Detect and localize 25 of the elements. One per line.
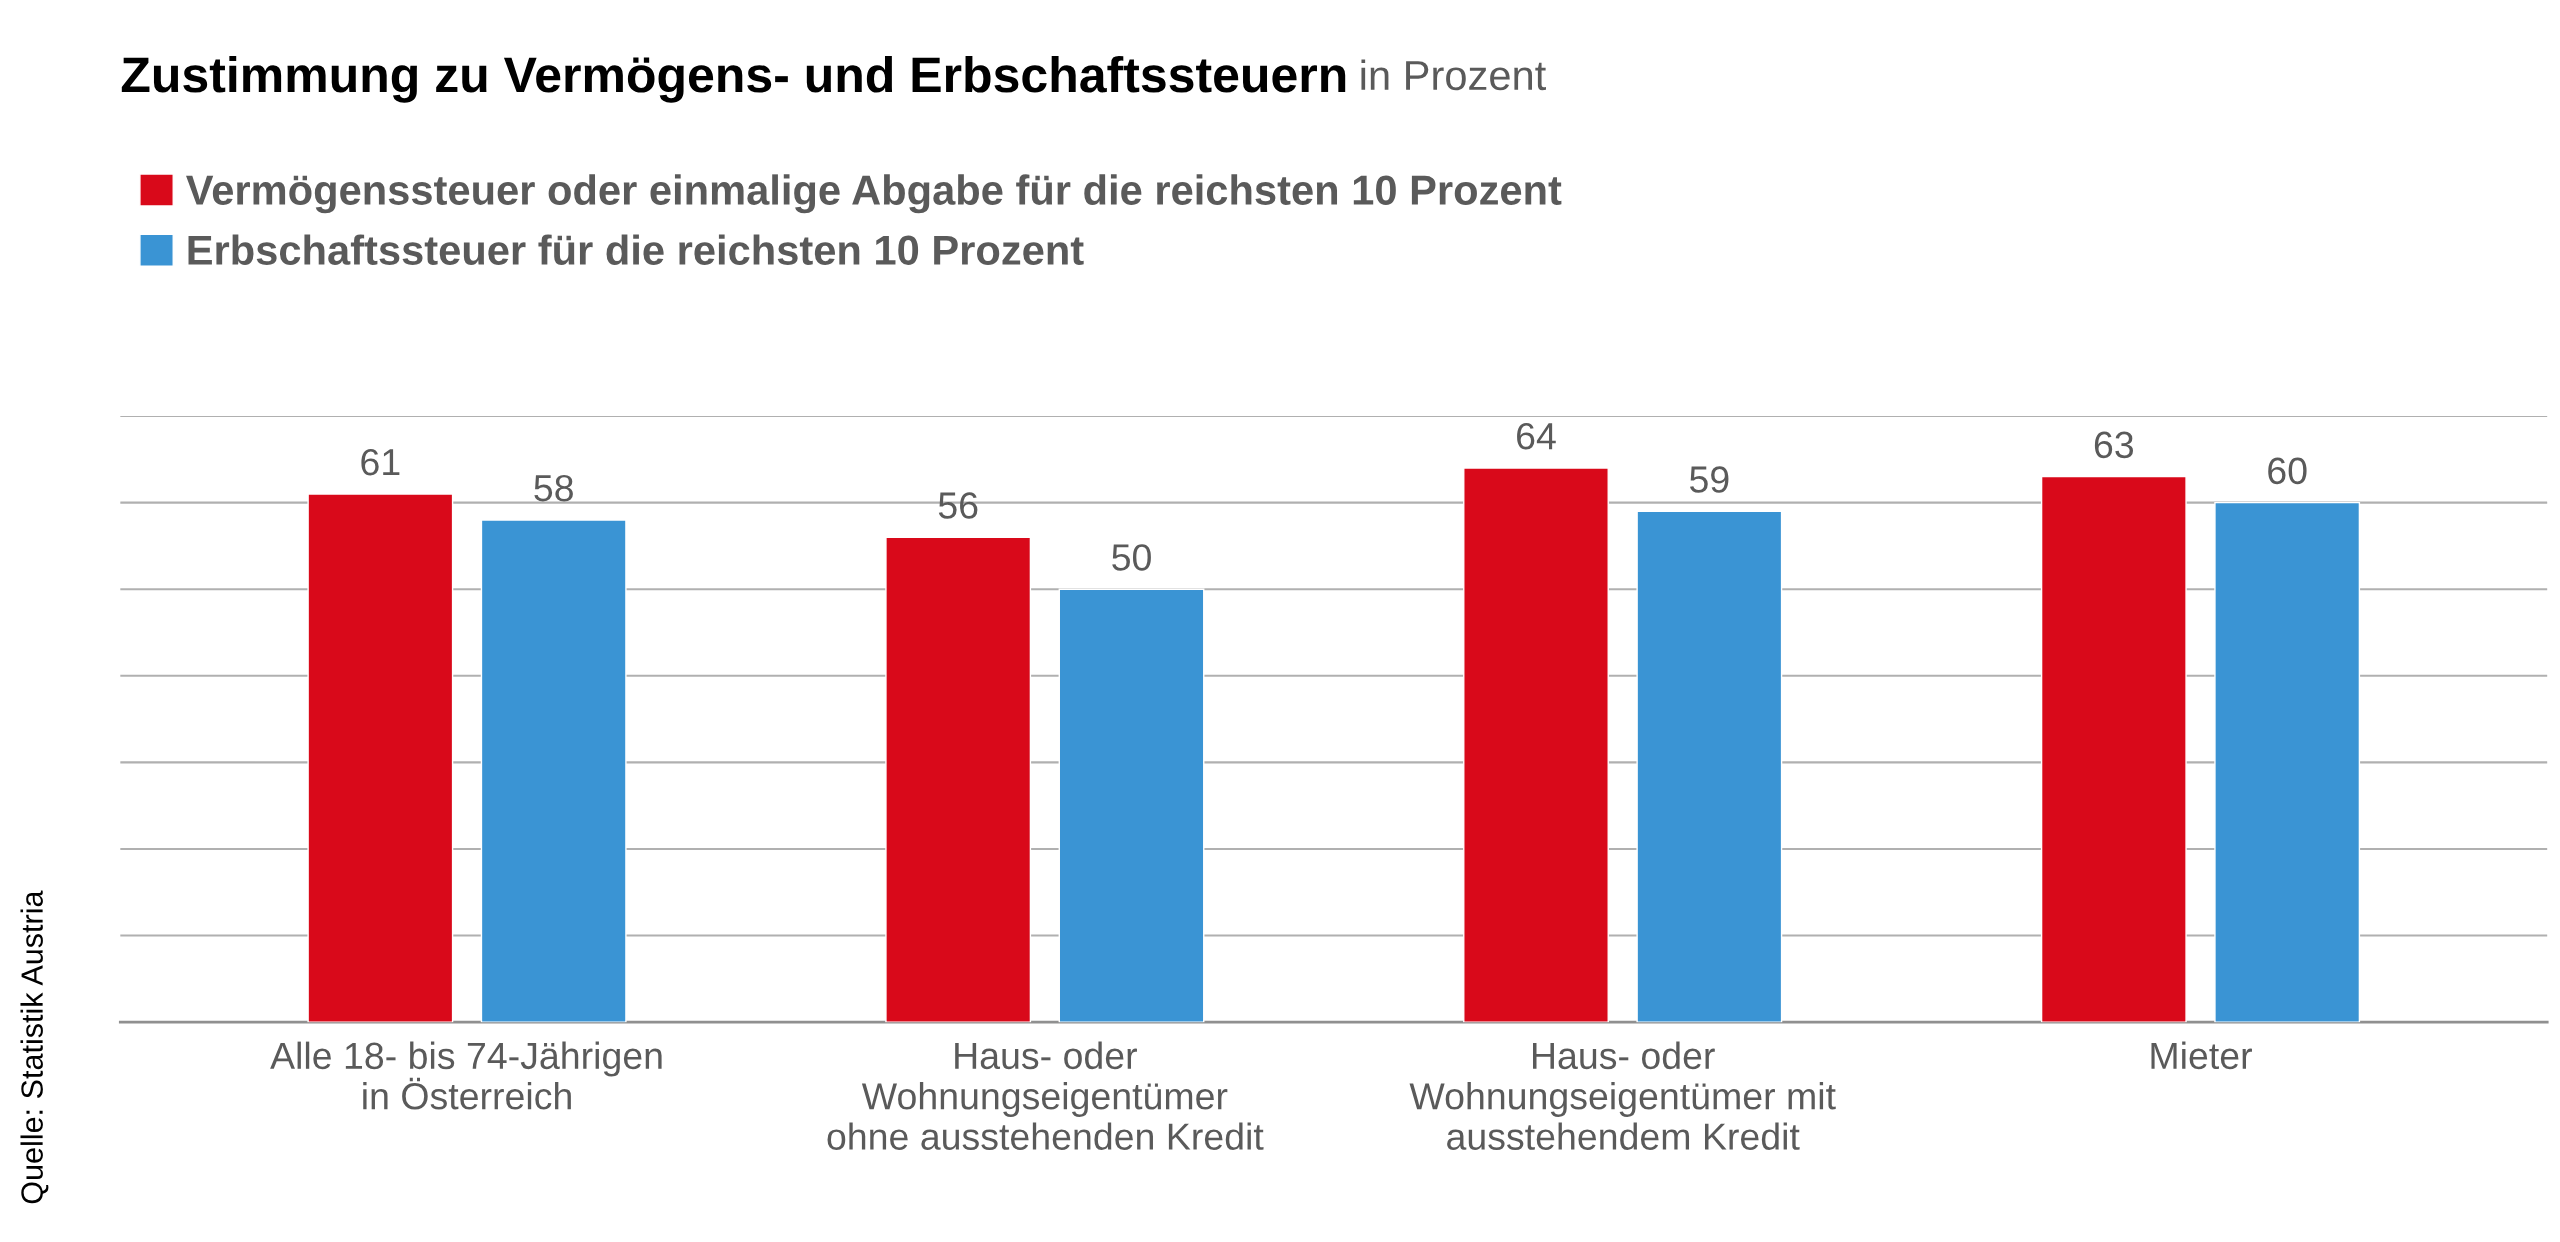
legend-label: Vermögenssteuer oder einmalige Abgabe für die reichsten 10 Prozent [186,174,1562,214]
source-note: Quelle: Statistik Austria [20,890,49,1204]
data-label: 59 [1689,466,1729,493]
chart-subtitle: in Prozent [1361,59,1546,91]
data-label: 60 [2268,457,2307,485]
x-tick-label: Mieter [2151,1041,2252,1070]
bar [480,519,627,1023]
chart-title: Zustimmung zu Vermögens- und Erbschaftssteuern [121,55,1346,103]
x-tick-label: Haus- oder Wohnungseigentümer mit ausstehendem Kredit [1409,1041,1836,1150]
data-label: 63 [2094,431,2134,459]
data-label: 64 [1517,422,1556,450]
data-label: 61 [361,448,400,476]
bar [307,493,454,1023]
data-label: 56 [938,492,978,519]
data-label: 50 [1112,544,1151,571]
bar [2214,501,2361,1023]
legend-label: Erbschaftssteuer für die reichsten 10 Prozent [188,234,1084,266]
bar [1058,588,1205,1023]
x-tick-label: Alle 18- bis 74-Jährigen in Österreich [270,1041,662,1110]
data-label: 58 [534,474,573,502]
bar [1636,510,1783,1023]
bar [2040,475,2187,1023]
x-tick-label: Haus- oder Wohnungseigentümer ohne ausstehenden Kredit [827,1041,1264,1150]
bar [885,536,1032,1023]
bar [1463,467,1609,1023]
